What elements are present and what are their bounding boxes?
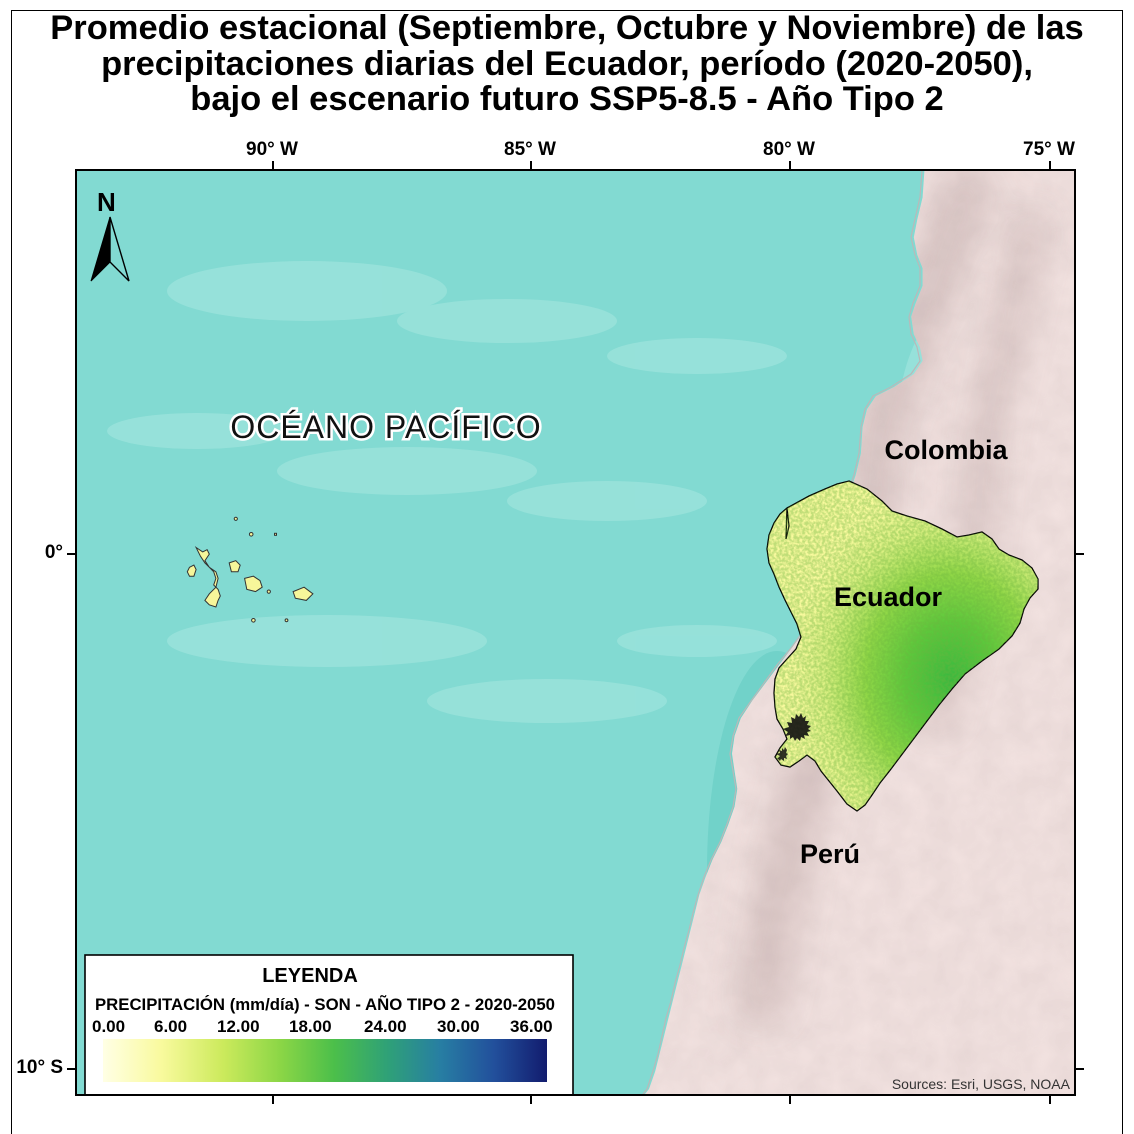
svg-text:PRECIPITACIÓN (mm/día) - SON -: PRECIPITACIÓN (mm/día) - SON - AÑO TIPO …	[95, 994, 555, 1014]
svg-text:LEYENDA: LEYENDA	[262, 965, 358, 987]
svg-text:30.00: 30.00	[437, 1017, 480, 1036]
svg-text:OCÉANO PACÍFICO: OCÉANO PACÍFICO	[230, 409, 541, 445]
svg-text:12.00: 12.00	[217, 1017, 260, 1036]
svg-text:N: N	[97, 187, 116, 217]
svg-text:Colombia: Colombia	[884, 435, 1008, 465]
svg-text:36.00: 36.00	[510, 1017, 553, 1036]
svg-text:18.00: 18.00	[289, 1017, 332, 1036]
svg-text:Perú: Perú	[800, 839, 860, 869]
svg-text:Sources: Esri, USGS, NOAA: Sources: Esri, USGS, NOAA	[892, 1076, 1071, 1092]
svg-text:Ecuador: Ecuador	[834, 582, 943, 612]
svg-text:24.00: 24.00	[364, 1017, 407, 1036]
svg-text:6.00: 6.00	[154, 1017, 187, 1036]
svg-text:0.00: 0.00	[92, 1017, 125, 1036]
